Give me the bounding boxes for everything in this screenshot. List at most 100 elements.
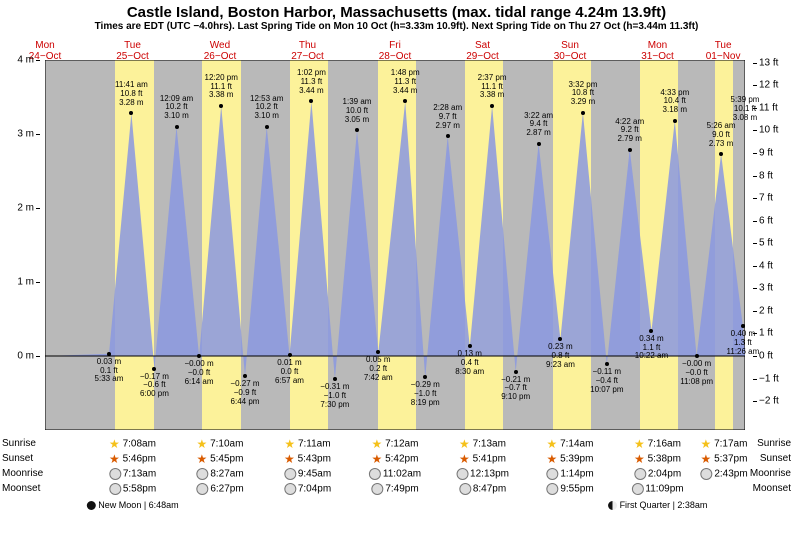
- y-tick-right: 11 ft: [759, 102, 793, 113]
- astro-cell: 9:45am: [284, 468, 331, 480]
- tide-point: [490, 104, 494, 108]
- sun-icon: ★: [547, 438, 558, 450]
- moon-icon: [634, 468, 646, 480]
- tide-point: [152, 367, 156, 371]
- tide-label: 12:09 am10.2 ft3.10 m: [160, 95, 193, 121]
- astro-cell: ★ 5:37pm: [701, 453, 748, 465]
- astro-cell: 7:49pm: [371, 483, 418, 495]
- astro-cell: ★ 7:13am: [459, 438, 506, 450]
- tide-label: −0.11 m−0.4 ft10:07 pm: [590, 368, 623, 394]
- astro-cell: 6:27pm: [196, 483, 243, 495]
- astro-row-moonset: MoonsetMoonset5:58pm6:27pm7:04pm7:49pm8:…: [0, 483, 793, 499]
- y-tick-left: 3 m: [0, 129, 34, 140]
- moon-icon: [284, 483, 296, 495]
- moon-icon: [109, 468, 121, 480]
- date-label: Sun30−Oct: [530, 40, 610, 62]
- tide-point: [514, 370, 518, 374]
- astro-cell: ★ 7:10am: [197, 438, 244, 450]
- tide-label: −0.17 m−0.6 ft6:00 pm: [140, 373, 169, 399]
- tide-point: [673, 119, 677, 123]
- y-tick-right: 3 ft: [759, 283, 793, 294]
- date-label: Sat29−Oct: [443, 40, 523, 62]
- astro-row-moonrise: MoonriseMoonrise7:13am8:27am9:45am11:02a…: [0, 468, 793, 484]
- sun-icon: ★: [284, 438, 295, 450]
- moon-icon: [196, 483, 208, 495]
- astro-cell: 11:09pm: [631, 483, 683, 495]
- y-tick-right: 13 ft: [759, 57, 793, 68]
- y-tick-right: −1 ft: [759, 373, 793, 384]
- sun-icon: ★: [547, 453, 558, 465]
- astro-row-label: Moonset: [753, 483, 791, 494]
- sun-icon: ★: [372, 453, 383, 465]
- date-label: Thu27−Oct: [268, 40, 348, 62]
- y-tick-right: 9 ft: [759, 148, 793, 159]
- astro-cell: ★ 7:16am: [634, 438, 681, 450]
- y-tick-right: 2 ft: [759, 305, 793, 316]
- y-tick-left: 1 m: [0, 277, 34, 288]
- astro-cell: ★ 5:43pm: [284, 453, 331, 465]
- y-tick-right: 4 ft: [759, 260, 793, 271]
- tide-point: [628, 148, 632, 152]
- tide-label: −0.31 m−1.0 ft7:30 pm: [320, 383, 349, 409]
- astro-cell: 1:14pm: [546, 468, 593, 480]
- astro-cell: 2:43pm: [700, 468, 747, 480]
- y-tick-right: 1 ft: [759, 328, 793, 339]
- y-tick-right: 0 ft: [759, 351, 793, 362]
- tide-point: [719, 152, 723, 156]
- astro-cell: ★ 7:11am: [284, 438, 330, 450]
- astro-cell: ★ 5:39pm: [547, 453, 594, 465]
- astro-row-label: Sunset: [2, 453, 33, 464]
- sun-icon: ★: [197, 453, 208, 465]
- tide-label: 0.05 m0.2 ft7:42 am: [364, 356, 393, 382]
- astro-cell: 2:04pm: [634, 468, 681, 480]
- moon-icon: [284, 468, 296, 480]
- date-label: Tue01−Nov: [683, 40, 763, 62]
- astro-row-sunset: SunsetSunset★ 5:46pm★ 5:45pm★ 5:43pm★ 5:…: [0, 453, 793, 469]
- tide-label: −0.21 m−0.7 ft9:10 pm: [501, 376, 530, 402]
- chart-title: Castle Island, Boston Harbor, Massachuse…: [0, 0, 793, 21]
- x-axis-labels: Mon24−OctTue25−OctWed26−OctThu27−OctFri2…: [45, 40, 745, 62]
- sun-icon: ★: [701, 438, 712, 450]
- moon-icon: [456, 468, 468, 480]
- moon-icon: [371, 483, 383, 495]
- tide-point: [219, 104, 223, 108]
- y-tick-right: 5 ft: [759, 238, 793, 249]
- astro-cell: ★ 5:45pm: [197, 453, 244, 465]
- tide-point: [446, 134, 450, 138]
- astro-cell: 9:55pm: [546, 483, 593, 495]
- moon-phase-label: New Moon | 6:48am: [86, 500, 178, 510]
- astro-row-label: Moonrise: [750, 468, 791, 479]
- tide-label: 5:26 am9.0 ft2.73 m: [707, 122, 736, 148]
- sun-icon: ★: [197, 438, 208, 450]
- date-label: Fri28−Oct: [355, 40, 435, 62]
- astro-row-label: Moonset: [2, 483, 40, 494]
- tide-point: [649, 329, 653, 333]
- y-tick-right: −2 ft: [759, 396, 793, 407]
- tide-label: 3:22 am9.4 ft2.87 m: [524, 112, 553, 138]
- sun-icon: ★: [109, 438, 120, 450]
- astro-cell: 8:27am: [196, 468, 243, 480]
- tide-label: 2:37 pm11.1 ft3.38 m: [478, 74, 507, 100]
- y-tick-right: 10 ft: [759, 125, 793, 136]
- astro-cell: 7:13am: [109, 468, 156, 480]
- sun-icon: ★: [372, 438, 383, 450]
- tide-label: 12:20 pm11.1 ft3.38 m: [205, 74, 238, 100]
- tide-point: [537, 142, 541, 146]
- tide-point: [288, 353, 292, 357]
- y-tick-left: 2 m: [0, 203, 34, 214]
- moon-icon: [631, 483, 643, 495]
- astro-cell: 5:58pm: [109, 483, 156, 495]
- tide-label: 4:22 am9.2 ft2.79 m: [615, 118, 644, 144]
- tide-point: [243, 374, 247, 378]
- astro-row-label: Sunset: [760, 453, 791, 464]
- tide-point: [129, 111, 133, 115]
- astro-cell: ★ 7:12am: [372, 438, 419, 450]
- sun-icon: ★: [701, 453, 712, 465]
- tide-label: 0.01 m0.0 ft6:57 am: [275, 359, 304, 385]
- tide-point: [403, 99, 407, 103]
- plot-area: 0.03 m0.1 ft5:33 am11:41 am10.8 ft3.28 m…: [45, 60, 745, 430]
- date-label: Wed26−Oct: [180, 40, 260, 62]
- y-tick-right: 6 ft: [759, 215, 793, 226]
- astro-cell: ★ 5:42pm: [372, 453, 419, 465]
- tide-label: 2:28 am9.7 ft2.97 m: [433, 104, 462, 130]
